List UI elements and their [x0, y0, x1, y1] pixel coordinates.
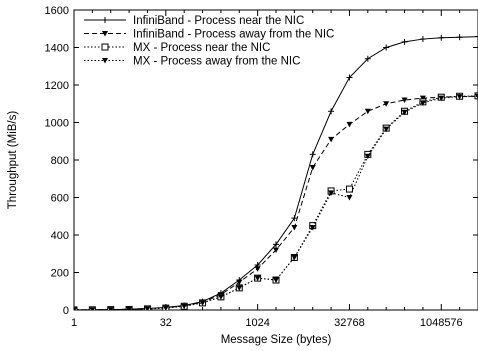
- data-point: [309, 225, 316, 231]
- data-point: [364, 108, 371, 115]
- data-point: [401, 109, 408, 116]
- y-tick-label: 1400: [45, 43, 69, 55]
- y-tick-label: 600: [51, 193, 69, 205]
- data-point: [102, 58, 108, 64]
- data-point: [254, 275, 261, 282]
- data-point: [162, 305, 169, 310]
- data-point: [102, 31, 108, 37]
- data-point: [364, 153, 371, 160]
- data-point: [217, 294, 224, 300]
- data-point: [309, 165, 316, 171]
- data-point: [74, 307, 77, 310]
- data-point: [199, 300, 206, 306]
- data-point: [419, 100, 426, 106]
- data-point: [383, 44, 390, 51]
- data-point: [419, 36, 426, 43]
- data-point: [383, 126, 390, 133]
- y-tick-label: 800: [51, 155, 69, 167]
- x-axis-label: Message Size (bytes): [221, 334, 332, 346]
- series-line: [74, 36, 478, 310]
- data-point: [383, 101, 390, 107]
- data-point: [291, 215, 298, 222]
- data-point: [236, 285, 243, 291]
- y-axis-label: Throughput (MiB/s): [7, 111, 19, 210]
- x-axis: 1 32 1024 32768 1048576: [71, 10, 478, 329]
- legend-label: MX - Process near the NIC: [133, 42, 270, 54]
- y-tick-label: 200: [51, 268, 69, 280]
- data-point: [89, 307, 96, 310]
- data-point: [456, 34, 463, 41]
- series-4: [74, 93, 478, 310]
- data-point: [126, 306, 133, 310]
- legend-item: InfiniBand - Process away from the NIC: [84, 29, 334, 41]
- data-point: [107, 307, 114, 310]
- data-point: [328, 190, 335, 196]
- data-point: [273, 241, 279, 248]
- data-point: [309, 151, 316, 158]
- data-point: [364, 55, 371, 62]
- data-point: [273, 277, 279, 283]
- legend-item: InfiniBand - Process near the NIC: [84, 15, 304, 27]
- legend-label: InfiniBand - Process near the NIC: [133, 15, 304, 27]
- data-point: [101, 43, 109, 51]
- y-tick-label: 0: [63, 305, 69, 317]
- y-tick-label: 1200: [45, 80, 69, 92]
- x-tick-label: 32: [160, 317, 172, 329]
- legend-item: MX - Process away from the NIC: [84, 56, 300, 68]
- data-point: [273, 247, 279, 253]
- data-point: [401, 38, 408, 45]
- y-tick-label: 1000: [45, 118, 69, 130]
- data-point: [102, 17, 108, 23]
- data-point: [346, 74, 353, 81]
- data-point: [346, 195, 353, 201]
- data-point: [328, 136, 335, 143]
- data-point: [236, 279, 243, 286]
- x-tick-label: 1048576: [420, 317, 463, 329]
- data-point: [181, 303, 188, 310]
- data-point: [438, 34, 445, 41]
- x-tick-label: 1024: [245, 317, 269, 329]
- series-1: [74, 33, 478, 310]
- series-layer: [74, 33, 478, 310]
- legend: InfiniBand - Process near the NIC InfiniB…: [84, 15, 334, 68]
- data-point: [438, 95, 445, 102]
- data-point: [345, 185, 353, 193]
- data-point: [456, 94, 463, 100]
- data-point: [475, 33, 478, 40]
- y-tick-label: 400: [51, 230, 69, 242]
- data-point: [144, 306, 151, 310]
- data-point: [254, 266, 261, 272]
- data-point: [291, 225, 298, 231]
- y-axis: 0 200 400 600 800 1000 1200 1400 1600: [45, 5, 478, 317]
- legend-label: MX - Process away from the NIC: [133, 56, 300, 68]
- data-point: [291, 255, 298, 261]
- data-point: [346, 121, 353, 128]
- legend-item: MX - Process near the NIC: [84, 42, 270, 54]
- data-point: [475, 93, 478, 100]
- y-tick-label: 1600: [45, 5, 69, 17]
- data-point: [328, 108, 335, 115]
- legend-label: InfiniBand - Process away from the NIC: [133, 29, 334, 41]
- x-tick-label: 32768: [334, 317, 365, 329]
- x-tick-label: 1: [71, 317, 77, 329]
- data-point: [401, 97, 408, 103]
